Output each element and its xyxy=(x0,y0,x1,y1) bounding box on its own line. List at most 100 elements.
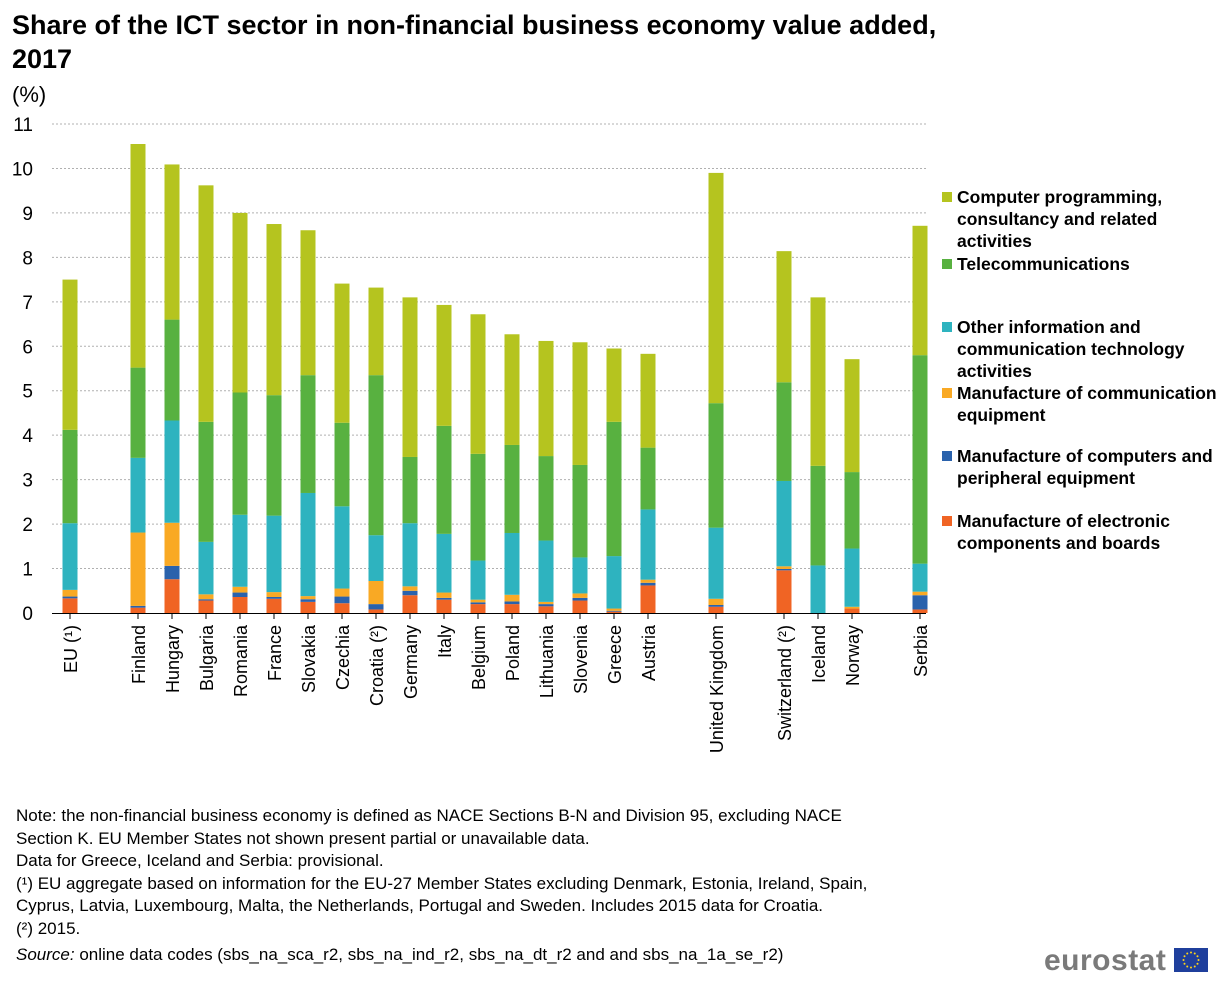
bar-segment xyxy=(504,594,520,602)
bar-segment xyxy=(776,566,792,569)
bar-segment xyxy=(62,429,78,524)
bar-segment xyxy=(198,600,214,613)
bar-segment xyxy=(266,224,282,396)
legend-swatch xyxy=(942,388,952,398)
category-label: Belgium xyxy=(469,625,489,690)
legend-swatch xyxy=(942,451,952,461)
source-text: online data codes (sbs_na_sca_r2, sbs_na… xyxy=(74,945,784,964)
bar-segment xyxy=(232,212,248,393)
bar-segment xyxy=(436,425,452,534)
bar-segment xyxy=(572,342,588,465)
bar-segment xyxy=(334,596,350,604)
bar-segment xyxy=(436,592,452,598)
bar-segment xyxy=(810,297,826,466)
y-tick-label: 0 xyxy=(22,604,33,625)
bar-segment xyxy=(334,506,350,589)
bar-segment xyxy=(402,297,418,457)
bar-segment xyxy=(300,596,316,600)
bar-segment xyxy=(912,563,928,592)
bar-segment xyxy=(606,421,622,557)
category-label: United Kingdom xyxy=(707,625,727,753)
bar-segment xyxy=(470,314,486,454)
bar-segment xyxy=(402,586,418,591)
bar-segment xyxy=(334,603,350,613)
bar-segment xyxy=(504,601,520,605)
y-tick-label: 9 xyxy=(22,204,33,225)
note-line: Note: the non-financial business economy… xyxy=(16,806,842,825)
bar-segment xyxy=(130,367,146,458)
bar-segment xyxy=(538,604,554,607)
bar-segment xyxy=(300,492,316,597)
stacked-bar-chart: 0 1 2 3 4 5 6 7 8 9 10 11 EU (¹) Finland Hungary Bulgar… xyxy=(12,115,931,753)
unit-label: (%) xyxy=(12,82,47,107)
bar-segment xyxy=(266,596,282,599)
bar-segment xyxy=(368,375,384,536)
bar-segment xyxy=(198,599,214,601)
bar-segment xyxy=(198,185,214,422)
bar-segment xyxy=(470,604,486,613)
category-label: Italy xyxy=(435,625,455,658)
bar-segment xyxy=(504,334,520,445)
y-tick-label: 5 xyxy=(22,382,33,403)
category-label: Bulgaria xyxy=(197,624,217,691)
bar-segment xyxy=(640,447,656,510)
y-tick-label: 3 xyxy=(22,471,33,492)
bar-segment xyxy=(334,588,350,597)
bar-segment xyxy=(504,444,520,533)
bar-segment xyxy=(844,608,860,613)
bar-segment xyxy=(402,595,418,613)
bar-segment xyxy=(130,605,146,608)
bar-segment xyxy=(606,610,622,612)
bar-segment xyxy=(300,375,316,493)
bar-segment xyxy=(776,480,792,567)
source-line: Source: online data codes (sbs_na_sca_r2… xyxy=(16,945,783,965)
bar-segment xyxy=(572,600,588,613)
bar-segment xyxy=(606,611,622,613)
category-label: Austria xyxy=(639,624,659,681)
bar-segment xyxy=(572,464,588,558)
note-line: (¹) EU aggregate based on information fo… xyxy=(16,873,868,893)
category-label: Finland xyxy=(129,625,149,684)
bar-segment xyxy=(164,579,180,613)
bar-segment xyxy=(130,144,146,368)
bar-segment xyxy=(912,355,928,564)
bar-segment xyxy=(130,532,146,606)
legend-label: Manufacture of communication equipment xyxy=(957,383,1217,425)
bar-segment xyxy=(164,522,180,566)
bar-segment xyxy=(776,570,792,613)
y-tick-label: 8 xyxy=(22,248,33,269)
bar-segment xyxy=(538,540,554,602)
bar-segment xyxy=(198,421,214,542)
legend-swatch xyxy=(942,192,952,202)
bar-segment xyxy=(130,457,146,533)
bar-segment xyxy=(402,456,418,524)
bar-segment xyxy=(538,340,554,457)
bar-segment xyxy=(334,422,350,507)
category-label: Norway xyxy=(843,625,863,686)
bar-segment xyxy=(504,532,520,595)
note-line: Section K. EU Member States not shown pr… xyxy=(16,828,590,848)
bar-segment xyxy=(912,225,928,356)
bar-segment xyxy=(844,472,860,549)
category-label: Hungary xyxy=(163,625,183,693)
bar-segment xyxy=(504,604,520,613)
legend-swatch xyxy=(942,322,952,332)
bar-segment xyxy=(62,596,78,599)
bar-segment xyxy=(912,595,928,610)
bar-segment xyxy=(62,598,78,613)
bar-segment xyxy=(572,557,588,594)
bar-segment xyxy=(368,535,384,581)
bar-segment xyxy=(912,591,928,596)
category-label: Greece xyxy=(605,625,625,684)
bar-segment xyxy=(776,568,792,571)
legend-label: Telecommunications xyxy=(957,254,1130,274)
bar-segment xyxy=(470,602,486,605)
note-line: Cyprus, Latvia, Luxembourg, Malta, the N… xyxy=(16,896,824,915)
bar-segment xyxy=(844,548,860,607)
bar-segment xyxy=(130,607,146,613)
bar-segment xyxy=(436,533,452,593)
y-tick-label: 2 xyxy=(22,515,33,536)
bar-segment xyxy=(844,359,860,473)
bar-segment xyxy=(708,598,724,605)
bar-segment xyxy=(810,465,826,566)
